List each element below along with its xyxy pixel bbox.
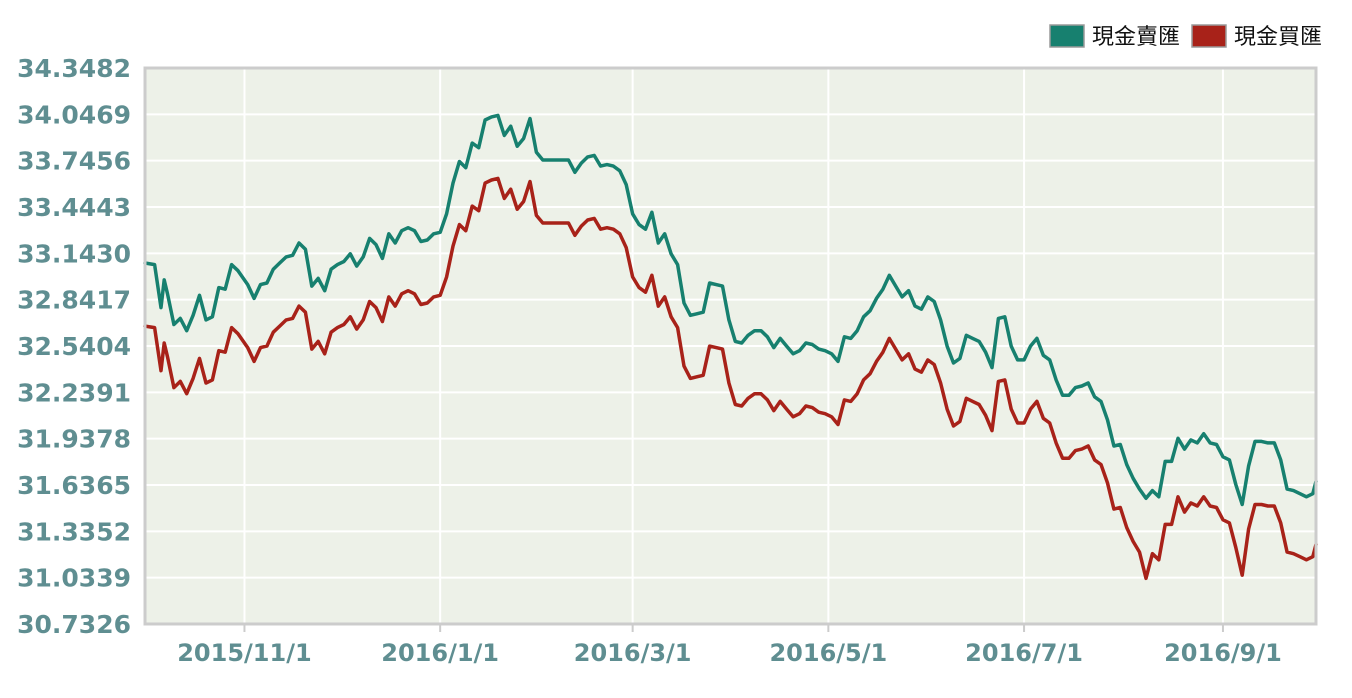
y-tick-label: 34.0469: [17, 100, 131, 129]
y-tick-label: 33.1430: [17, 239, 131, 268]
x-axis: 2015/11/1 2016/1/1 2016/3/1 2016/5/1 2016/7/…: [177, 624, 1282, 667]
legend-item[interactable]: 現金買匯: [1191, 24, 1322, 50]
x-tick-label: 2016/3/1: [574, 639, 692, 667]
legend[interactable]: 現金賣匯 現金買匯: [1049, 24, 1322, 50]
y-tick-label: 33.7456: [17, 147, 131, 176]
legend-swatch: [1191, 24, 1227, 48]
y-tick-label: 33.4443: [17, 193, 131, 222]
y-tick-label: 30.7326: [17, 610, 131, 639]
y-tick-label: 32.2391: [17, 378, 131, 407]
x-tick-label: 2016/5/1: [769, 639, 887, 667]
legend-swatch: [1049, 24, 1085, 48]
y-tick-label: 31.6365: [17, 471, 131, 500]
grid: [145, 68, 1316, 624]
legend-label: 現金買匯: [1234, 25, 1322, 50]
y-tick-label: 31.3352: [17, 517, 131, 546]
x-tick-label: 2015/11/1: [177, 639, 311, 667]
y-tick-label: 31.0339: [17, 564, 131, 593]
plot-frame: [143, 66, 1318, 626]
x-tick-label: 2016/7/1: [965, 639, 1083, 667]
y-tick-label: 32.8417: [17, 286, 131, 315]
x-tick-label: 2016/9/1: [1164, 639, 1282, 667]
y-tick-label: 31.9378: [17, 425, 131, 454]
series-line: [143, 176, 1318, 581]
series-line: [143, 113, 1318, 507]
y-axis: 34.3482 34.0469 33.7456 33.4443 33.1430 32.84…: [17, 54, 131, 639]
legend-label: 現金賣匯: [1092, 25, 1180, 50]
x-tick-label: 2016/1/1: [381, 639, 499, 667]
series-lines: [143, 113, 1318, 581]
y-tick-label: 34.3482: [17, 54, 131, 83]
legend-item[interactable]: 現金賣匯: [1049, 24, 1180, 50]
y-tick-label: 32.5404: [17, 332, 131, 361]
